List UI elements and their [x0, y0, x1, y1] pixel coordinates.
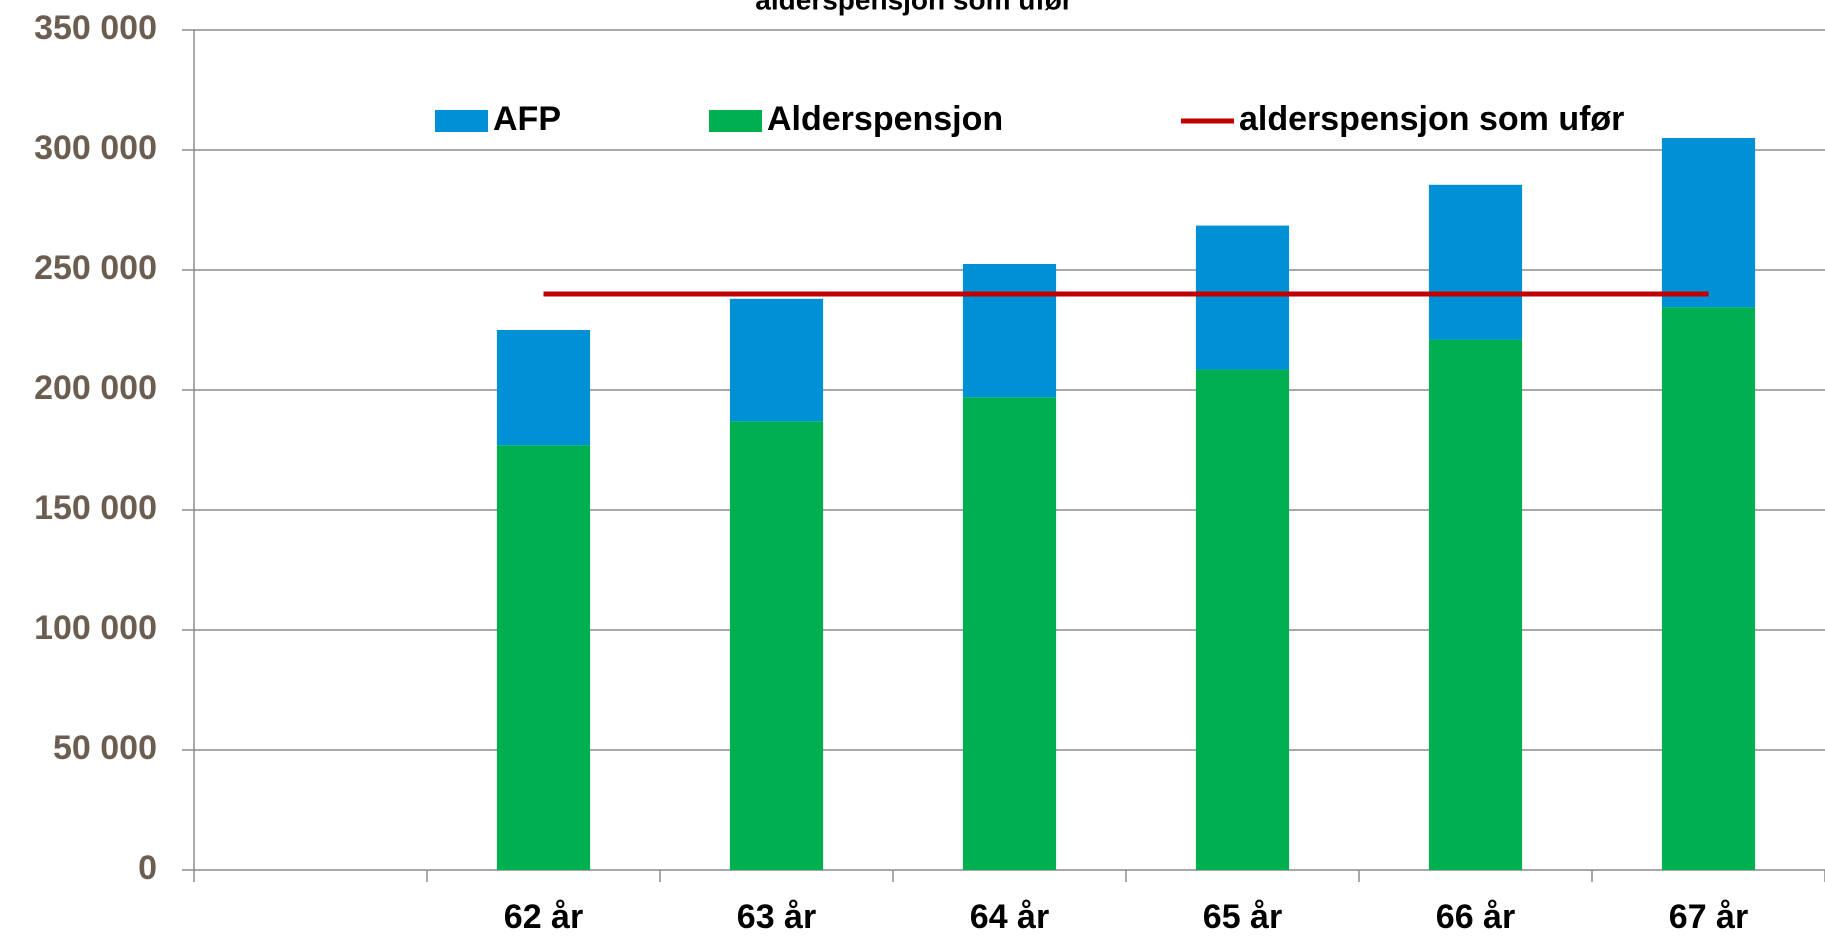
bar [962, 264, 1057, 398]
y-tick-label: 50 000 [53, 729, 157, 767]
y-tick-label: 300 000 [34, 129, 157, 167]
y-tick-label: 250 000 [34, 249, 157, 287]
bar [1195, 369, 1290, 870]
bar [1195, 225, 1290, 370]
y-tick-label: 200 000 [34, 369, 157, 407]
bar [1661, 307, 1756, 870]
x-tick-label: 64 år [970, 898, 1049, 936]
y-tick-label: 100 000 [34, 609, 157, 647]
y-tick-label: 0 [138, 849, 157, 887]
bar [496, 330, 591, 446]
bar [1428, 184, 1523, 340]
bar [962, 397, 1057, 870]
bar [1661, 138, 1756, 308]
y-tick-label: 350 000 [34, 9, 157, 47]
legend-label: Alderspensjon [767, 100, 1003, 138]
y-tick-label: 150 000 [34, 489, 157, 527]
legend-label: alderspensjon som ufør [1239, 100, 1624, 138]
x-tick-label: 63 år [737, 898, 816, 936]
bar [496, 445, 591, 870]
legend-label: AFP [493, 100, 561, 138]
bar [1428, 339, 1523, 871]
chart-title: alderspensjon som ufør [755, 0, 1072, 15]
bar [729, 421, 824, 870]
x-tick-label: 67 år [1669, 898, 1748, 936]
x-tick-label: 65 år [1203, 898, 1282, 936]
legend-swatch [435, 110, 488, 132]
bar [729, 298, 824, 422]
legend-swatch [709, 110, 762, 132]
x-tick-label: 62 år [504, 898, 583, 936]
x-tick-label: 66 år [1436, 898, 1515, 936]
